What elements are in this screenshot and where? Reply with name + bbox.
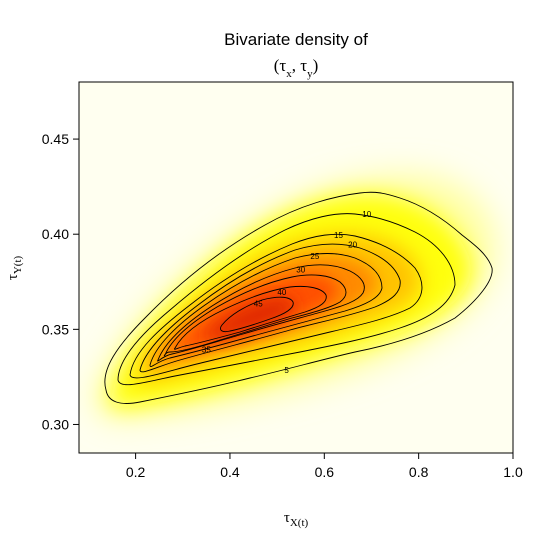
y-tick-label-1: 0.35	[42, 321, 69, 337]
contour-labels: 5 10 15 20 25 30 40 45 35	[202, 210, 372, 375]
contour-line-40	[174, 285, 327, 350]
contour-line-30	[157, 264, 365, 362]
y-axis: 0.30 0.35 0.40 0.45	[42, 131, 79, 432]
x-tick-label-3: 0.8	[409, 464, 429, 480]
subtitle-part-4: y	[307, 68, 313, 80]
contour-line-10	[117, 213, 456, 386]
contour-label-20: 20	[348, 241, 357, 250]
contour-line-35	[163, 274, 347, 357]
x-axis-label: τX(t)	[284, 510, 309, 529]
contour-label-15: 15	[334, 231, 343, 240]
subtitle-part-1: (τ	[274, 56, 287, 75]
x-tick-label-4: 1.0	[503, 464, 523, 480]
density-red-core	[204, 297, 296, 340]
x-tick-label-2: 0.6	[315, 464, 335, 480]
y-tick-label-2: 0.40	[42, 226, 69, 242]
subtitle-part-5: )	[313, 56, 319, 75]
y-tick-label-0: 0.30	[42, 416, 69, 432]
contour-label-40: 40	[277, 288, 286, 297]
subtitle-part-3: , τ	[292, 56, 308, 75]
y-axis-label-sub: Y(t)	[12, 255, 24, 274]
contour-line-5	[104, 191, 493, 404]
x-tick-label-0: 0.2	[126, 464, 146, 480]
contour-label-5: 5	[284, 366, 289, 375]
contour-label-45: 45	[254, 300, 263, 309]
chart-title: Bivariate density of	[224, 30, 368, 49]
subtitle-part-2: x	[286, 68, 292, 80]
contour-label-30: 30	[296, 265, 305, 274]
x-tick-label-1: 0.4	[220, 464, 240, 480]
contour-line-25	[149, 253, 383, 368]
y-axis-label: τY(t)	[5, 255, 24, 280]
contour-line-15	[129, 233, 423, 379]
y-tick-label-3: 0.45	[42, 131, 69, 147]
contour-label-25: 25	[310, 252, 319, 261]
contour-label-35: 35	[202, 345, 211, 354]
contour-lines	[104, 191, 493, 404]
chart-subtitle: (τx, τy)	[274, 56, 319, 80]
contour-line-20	[139, 243, 401, 373]
x-axis-label-sub: X(t)	[290, 517, 309, 529]
x-axis-label-base: τ	[284, 510, 290, 526]
x-axis: 0.2 0.4 0.6 0.8 1.0	[126, 453, 523, 480]
plot-area: 5 10 15 20 25 30 40 45 35	[79, 82, 513, 453]
contour-label-10: 10	[362, 210, 371, 219]
y-axis-label-base: τ	[5, 274, 21, 280]
contour-line-45	[219, 296, 294, 333]
plot-frame	[78, 81, 514, 454]
